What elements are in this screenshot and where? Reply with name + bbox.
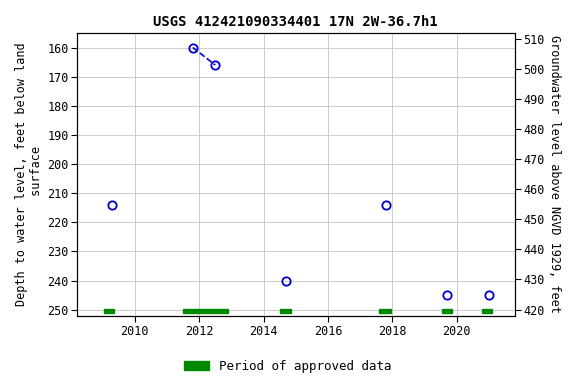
Bar — [380, 309, 391, 313]
Bar — [442, 309, 452, 313]
Bar — [280, 309, 291, 313]
Bar — [483, 309, 492, 313]
Title: USGS 412421090334401 17N 2W-36.7h1: USGS 412421090334401 17N 2W-36.7h1 — [153, 15, 438, 29]
Bar — [183, 309, 228, 313]
Legend: Period of approved data: Period of approved data — [179, 355, 397, 378]
Y-axis label: Depth to water level, feet below land
 surface: Depth to water level, feet below land su… — [15, 43, 43, 306]
Bar — [104, 309, 114, 313]
Y-axis label: Groundwater level above NGVD 1929, feet: Groundwater level above NGVD 1929, feet — [548, 35, 561, 313]
